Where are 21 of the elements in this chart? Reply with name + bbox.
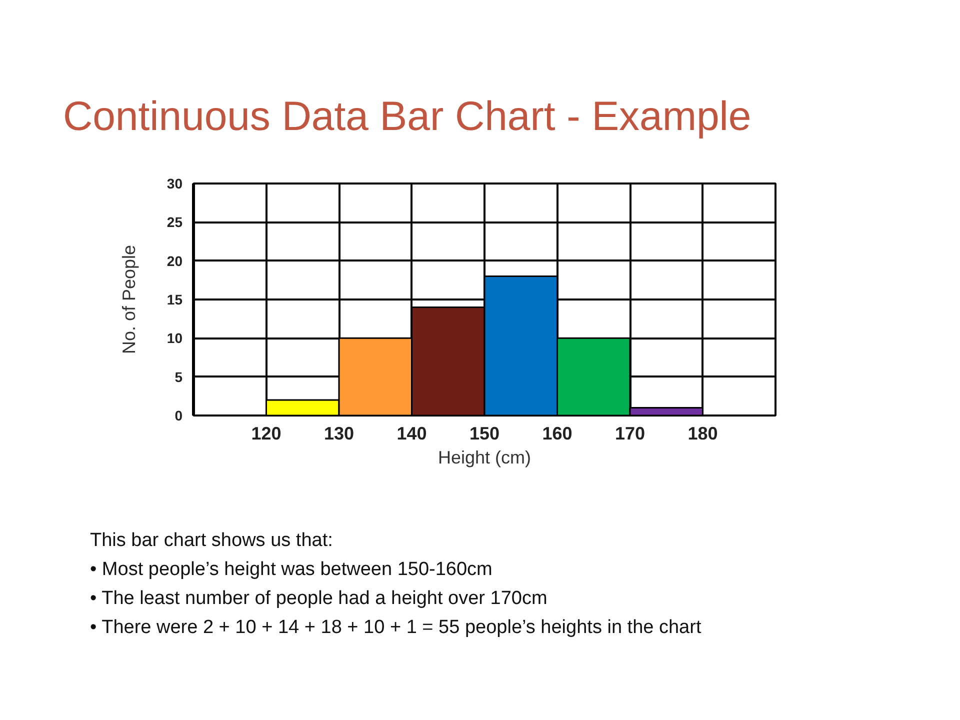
- y-tick-label: 20: [166, 252, 183, 269]
- text: • Most people’s height was between 150-160cm: [90, 558, 494, 582]
- x-tick-label: 120: [251, 424, 282, 444]
- x-axis-title: Height (cm): [438, 448, 532, 468]
- chart-title: Continuous Data Bar Chart - Example: [63, 92, 752, 141]
- x-tick-label: 170: [614, 424, 646, 444]
- y-tick-label: 10: [166, 330, 183, 346]
- x-tick-label: 140: [396, 424, 427, 444]
- y-tick-label: 0: [174, 408, 183, 424]
- x-tick-label: 180: [688, 424, 718, 444]
- text: This bar chart shows us that:: [90, 529, 334, 553]
- y-tick-label: 25: [166, 214, 183, 230]
- text: • There were 2 + 10 + 14 + 18 + 10 + 1 = 55 people’s heights in the chart: [90, 616, 702, 640]
- y-tick-label: 5: [174, 368, 183, 385]
- x-tick-label: 130: [324, 424, 354, 444]
- y-tick-label: 30: [166, 176, 183, 192]
- x-tick-label: 150: [469, 424, 500, 444]
- y-axis-title: No. of People: [118, 244, 139, 354]
- x-tick-label: 160: [542, 424, 572, 444]
- y-tick-label: 15: [166, 292, 183, 308]
- text: • The least number of people had a height over 170cm: [90, 587, 548, 611]
